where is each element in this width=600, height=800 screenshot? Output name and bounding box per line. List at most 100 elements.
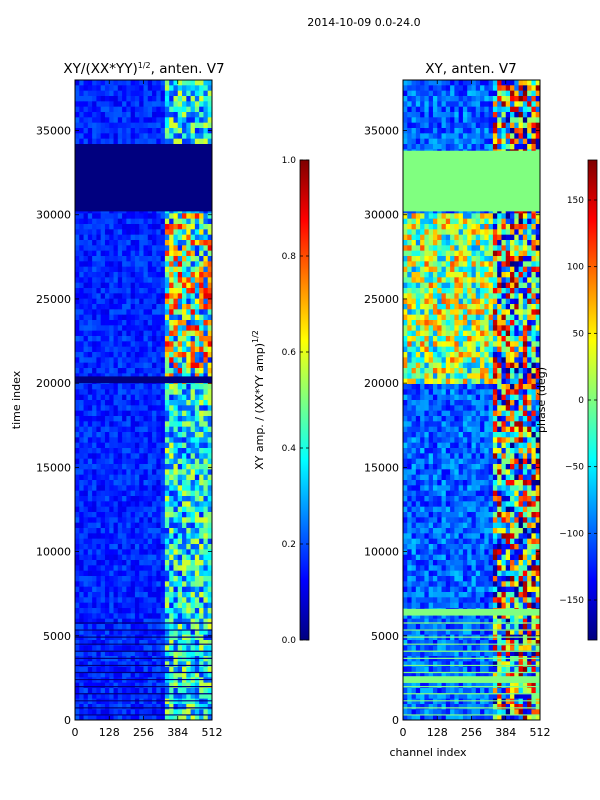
x-tick: 384 [495, 80, 516, 739]
colorbar-tick-label: −100 [559, 529, 584, 539]
y-tick-label: 0 [392, 714, 399, 727]
amplitude-x-ticks: 0 128 256 384 512 [72, 80, 223, 739]
figure-suptitle: 2014-10-09 0.0-24.0 [307, 16, 420, 29]
y-tick-label: 25000 [36, 293, 71, 306]
amplitude-colorbar-gradient [299, 159, 310, 641]
y-tick: 0 [392, 714, 540, 727]
x-tick-label: 256 [461, 726, 482, 739]
y-tick: 5000 [43, 630, 212, 643]
x-tick-label: 0 [400, 726, 407, 739]
phase-y-ticks: 0 5000 10000 15000 20000 25000 30000 35000 [364, 125, 540, 727]
colorbar-tick: 50 [573, 329, 597, 339]
amplitude-heatmap [75, 80, 212, 720]
colorbar-tick-label: 50 [573, 329, 585, 339]
y-tick: 20000 [364, 377, 540, 390]
y-tick: 35000 [364, 125, 540, 138]
y-tick-label: 35000 [364, 125, 399, 138]
colorbar-tick: 150 [567, 196, 597, 206]
y-tick-label: 0 [64, 714, 71, 727]
x-tick-label: 256 [133, 726, 154, 739]
x-tick: 128 [99, 80, 120, 739]
flagged-band [75, 376, 212, 384]
y-tick-label: 25000 [364, 293, 399, 306]
x-tick-label: 384 [495, 726, 516, 739]
x-tick: 256 [461, 80, 482, 739]
x-tick-label: 512 [530, 726, 551, 739]
colorbar-tick-label: 0.0 [282, 636, 297, 646]
y-tick: 25000 [36, 293, 212, 306]
colorbar-tick-label: 0.8 [282, 252, 297, 262]
y-tick-label: 10000 [364, 546, 399, 559]
amplitude-colorbar-label: XY amp. / (XX*YY amp)1/2 [251, 330, 266, 470]
x-tick-label: 0 [72, 726, 79, 739]
phase-xlabel: channel index [389, 746, 467, 759]
colorbar-tick-label: −150 [559, 596, 584, 606]
amplitude-colorbar-ticks: 0.0 0.2 0.4 0.6 0.8 1.0 [282, 156, 309, 646]
y-tick: 15000 [36, 461, 212, 474]
amplitude-title: XY/(XX*YY)1/2, anten. V7 [63, 61, 224, 77]
amplitude-panel: XY/(XX*YY)1/2, anten. V7 0 5000 10000 15000… [10, 61, 225, 739]
y-tick: 35000 [36, 125, 212, 138]
y-tick: 5000 [371, 630, 540, 643]
phase-x-ticks: 0 128 256 384 512 [400, 80, 551, 739]
colorbar-tick: 1.0 [282, 156, 309, 166]
y-tick-label: 5000 [43, 630, 71, 643]
amplitude-ylabel: time index [10, 370, 23, 429]
colorbar-tick: 0.6 [282, 348, 309, 358]
amplitude-y-ticks: 0 5000 10000 15000 20000 25000 30000 35000 [36, 125, 212, 727]
x-tick: 128 [427, 80, 448, 739]
phase-panel: XY, anten. V7 0 5000 10000 15000 20000 25000 3… [364, 61, 551, 759]
flagged-band [403, 150, 540, 212]
y-tick-label: 20000 [364, 377, 399, 390]
colorbar-tick-label: −50 [565, 463, 584, 473]
x-tick: 256 [133, 80, 154, 739]
y-tick-label: 35000 [36, 125, 71, 138]
colorbar-tick: −150 [559, 596, 597, 606]
y-tick: 0 [64, 714, 212, 727]
x-tick-label: 128 [427, 726, 448, 739]
x-tick: 512 [530, 80, 551, 739]
colorbar-tick-label: 100 [567, 263, 584, 273]
phase-colorbar-label: phase (deg) [535, 367, 548, 433]
colorbar-tick-label: 1.0 [282, 156, 297, 166]
phase-colorbar: phase (deg) −150 −100 −50 0 50 100 150 [535, 159, 598, 641]
colorbar-tick: 0.0 [282, 636, 309, 646]
x-tick: 512 [202, 80, 223, 739]
colorbar-tick: −100 [559, 529, 597, 539]
y-tick: 30000 [36, 209, 212, 222]
colorbar-tick: 0.8 [282, 252, 309, 262]
y-tick: 30000 [364, 209, 540, 222]
x-tick: 384 [167, 80, 188, 739]
y-tick-label: 20000 [36, 377, 71, 390]
colorbar-tick-label: 0.6 [282, 348, 297, 358]
phase-colorbar-ticks: −150 −100 −50 0 50 100 150 [559, 196, 597, 606]
y-tick-label: 30000 [364, 209, 399, 222]
phase-heatmap [403, 80, 540, 720]
x-tick-label: 512 [202, 726, 223, 739]
colorbar-tick-label: 0 [578, 396, 584, 406]
phase-title: XY, anten. V7 [425, 61, 516, 77]
colorbar-tick-label: 0.2 [282, 540, 296, 550]
y-tick-label: 5000 [371, 630, 399, 643]
colorbar-tick: 100 [567, 263, 597, 273]
colorbar-tick: −50 [565, 463, 597, 473]
y-tick-label: 15000 [364, 461, 399, 474]
amplitude-colorbar: 0.0 0.2 0.4 0.6 0.8 1.0 XY amp. / (XX*YY amp)… [251, 156, 310, 646]
y-tick-label: 15000 [36, 461, 71, 474]
y-tick-label: 30000 [36, 209, 71, 222]
colorbar-tick: 0.4 [282, 444, 309, 454]
y-tick: 15000 [364, 461, 540, 474]
colorbar-tick: 0 [578, 396, 597, 406]
colorbar-tick-label: 0.4 [282, 444, 297, 454]
x-tick-label: 384 [167, 726, 188, 739]
x-tick-label: 128 [99, 726, 120, 739]
colorbar-tick-label: 150 [567, 196, 584, 206]
flagged-band [403, 608, 540, 616]
x-tick: 0 [72, 80, 79, 739]
y-tick: 10000 [364, 546, 540, 559]
colorbar-tick: 0.2 [282, 540, 309, 550]
y-tick-label: 10000 [36, 546, 71, 559]
y-tick: 20000 [36, 377, 212, 390]
y-tick: 10000 [36, 546, 212, 559]
